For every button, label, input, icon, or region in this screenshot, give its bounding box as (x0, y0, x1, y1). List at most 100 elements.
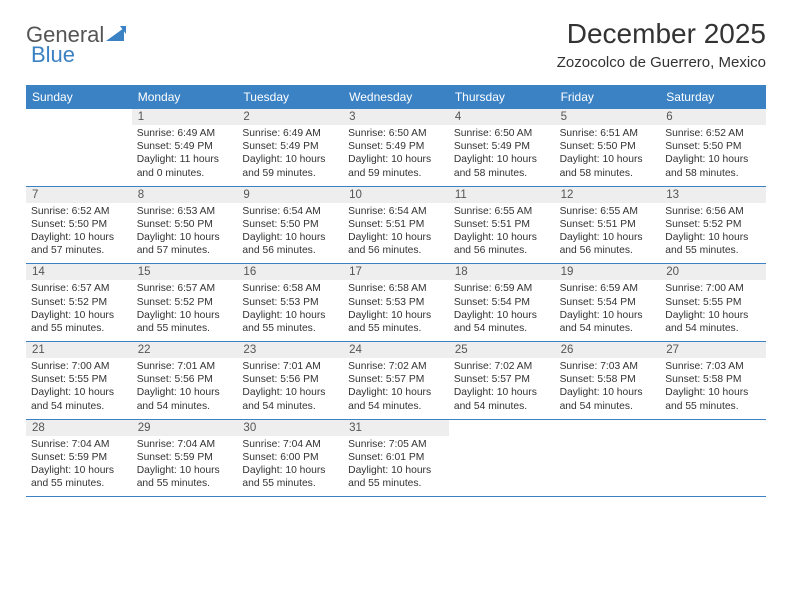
sunrise-text: Sunrise: 6:54 AM (348, 205, 444, 218)
calendar-cell: 8Sunrise: 6:53 AMSunset: 5:50 PMDaylight… (132, 187, 238, 264)
calendar-cell: 1Sunrise: 6:49 AMSunset: 5:49 PMDaylight… (132, 109, 238, 186)
daylight-text: Daylight: 10 hours and 57 minutes. (31, 231, 127, 257)
daylight-text: Daylight: 10 hours and 55 minutes. (137, 309, 233, 335)
sunset-text: Sunset: 5:54 PM (454, 296, 550, 309)
day-detail: Sunrise: 6:57 AMSunset: 5:52 PMDaylight:… (26, 280, 132, 341)
daylight-text: Daylight: 10 hours and 54 minutes. (31, 386, 127, 412)
day-number: 28 (26, 420, 132, 436)
day-number: 24 (343, 342, 449, 358)
day-detail: Sunrise: 7:00 AMSunset: 5:55 PMDaylight:… (660, 280, 766, 341)
sunset-text: Sunset: 5:49 PM (348, 140, 444, 153)
calendar-cell: 25Sunrise: 7:02 AMSunset: 5:57 PMDayligh… (449, 342, 555, 419)
day-number: 3 (343, 109, 449, 125)
sunset-text: Sunset: 5:50 PM (560, 140, 656, 153)
day-number: 17 (343, 264, 449, 280)
sunset-text: Sunset: 5:56 PM (242, 373, 338, 386)
sunset-text: Sunset: 5:59 PM (137, 451, 233, 464)
sunrise-text: Sunrise: 6:49 AM (242, 127, 338, 140)
sunrise-text: Sunrise: 6:58 AM (348, 282, 444, 295)
week-row: 28Sunrise: 7:04 AMSunset: 5:59 PMDayligh… (26, 420, 766, 498)
day-detail: Sunrise: 7:03 AMSunset: 5:58 PMDaylight:… (555, 358, 661, 419)
calendar-cell: 22Sunrise: 7:01 AMSunset: 5:56 PMDayligh… (132, 342, 238, 419)
day-label-tue: Tuesday (237, 86, 343, 109)
sunrise-text: Sunrise: 6:53 AM (137, 205, 233, 218)
calendar-cell (449, 420, 555, 497)
daylight-text: Daylight: 10 hours and 58 minutes. (665, 153, 761, 179)
day-detail: Sunrise: 6:50 AMSunset: 5:49 PMDaylight:… (343, 125, 449, 186)
sunset-text: Sunset: 5:58 PM (560, 373, 656, 386)
day-detail: Sunrise: 6:56 AMSunset: 5:52 PMDaylight:… (660, 203, 766, 264)
day-number: 14 (26, 264, 132, 280)
week-row: 14Sunrise: 6:57 AMSunset: 5:52 PMDayligh… (26, 264, 766, 342)
logo-mark-icon (106, 22, 128, 48)
calendar-cell: 19Sunrise: 6:59 AMSunset: 5:54 PMDayligh… (555, 264, 661, 341)
sunset-text: Sunset: 5:57 PM (454, 373, 550, 386)
day-detail: Sunrise: 7:01 AMSunset: 5:56 PMDaylight:… (237, 358, 343, 419)
week-row: 7Sunrise: 6:52 AMSunset: 5:50 PMDaylight… (26, 187, 766, 265)
day-number: 22 (132, 342, 238, 358)
title-block: December 2025 Zozocolco de Guerrero, Mex… (557, 18, 766, 71)
calendar-cell: 29Sunrise: 7:04 AMSunset: 5:59 PMDayligh… (132, 420, 238, 497)
day-label-wed: Wednesday (343, 86, 449, 109)
sunset-text: Sunset: 5:49 PM (454, 140, 550, 153)
sunset-text: Sunset: 5:50 PM (242, 218, 338, 231)
day-number: 29 (132, 420, 238, 436)
day-number: 31 (343, 420, 449, 436)
day-detail: Sunrise: 6:54 AMSunset: 5:50 PMDaylight:… (237, 203, 343, 264)
daylight-text: Daylight: 10 hours and 54 minutes. (454, 386, 550, 412)
day-detail: Sunrise: 6:49 AMSunset: 5:49 PMDaylight:… (132, 125, 238, 186)
calendar-cell: 26Sunrise: 7:03 AMSunset: 5:58 PMDayligh… (555, 342, 661, 419)
calendar-cell (660, 420, 766, 497)
week-row: 1Sunrise: 6:49 AMSunset: 5:49 PMDaylight… (26, 109, 766, 187)
sunset-text: Sunset: 5:53 PM (242, 296, 338, 309)
sunset-text: Sunset: 5:57 PM (348, 373, 444, 386)
day-number: 18 (449, 264, 555, 280)
day-detail (660, 436, 766, 496)
day-label-mon: Monday (132, 86, 238, 109)
day-number: 8 (132, 187, 238, 203)
daylight-text: Daylight: 10 hours and 55 minutes. (31, 464, 127, 490)
calendar-cell: 12Sunrise: 6:55 AMSunset: 5:51 PMDayligh… (555, 187, 661, 264)
day-detail: Sunrise: 6:51 AMSunset: 5:50 PMDaylight:… (555, 125, 661, 186)
week-row: 21Sunrise: 7:00 AMSunset: 5:55 PMDayligh… (26, 342, 766, 420)
calendar-cell: 27Sunrise: 7:03 AMSunset: 5:58 PMDayligh… (660, 342, 766, 419)
day-detail: Sunrise: 6:53 AMSunset: 5:50 PMDaylight:… (132, 203, 238, 264)
daylight-text: Daylight: 10 hours and 54 minutes. (348, 386, 444, 412)
logo-text-2: Blue (31, 42, 75, 68)
calendar-cell: 21Sunrise: 7:00 AMSunset: 5:55 PMDayligh… (26, 342, 132, 419)
daylight-text: Daylight: 10 hours and 55 minutes. (31, 309, 127, 335)
calendar-cell: 20Sunrise: 7:00 AMSunset: 5:55 PMDayligh… (660, 264, 766, 341)
daylight-text: Daylight: 10 hours and 56 minutes. (348, 231, 444, 257)
calendar-cell (555, 420, 661, 497)
daylight-text: Daylight: 11 hours and 0 minutes. (137, 153, 233, 179)
page-title: December 2025 (557, 18, 766, 50)
sunrise-text: Sunrise: 6:52 AM (31, 205, 127, 218)
day-label-sun: Sunday (26, 86, 132, 109)
daylight-text: Daylight: 10 hours and 54 minutes. (560, 309, 656, 335)
calendar-cell: 3Sunrise: 6:50 AMSunset: 5:49 PMDaylight… (343, 109, 449, 186)
day-number: 15 (132, 264, 238, 280)
sunrise-text: Sunrise: 7:04 AM (242, 438, 338, 451)
daylight-text: Daylight: 10 hours and 56 minutes. (242, 231, 338, 257)
sunset-text: Sunset: 5:55 PM (31, 373, 127, 386)
day-detail: Sunrise: 6:49 AMSunset: 5:49 PMDaylight:… (237, 125, 343, 186)
day-number (660, 420, 766, 436)
day-detail: Sunrise: 6:59 AMSunset: 5:54 PMDaylight:… (555, 280, 661, 341)
day-detail (449, 436, 555, 496)
day-detail: Sunrise: 6:58 AMSunset: 5:53 PMDaylight:… (343, 280, 449, 341)
page-subtitle: Zozocolco de Guerrero, Mexico (557, 54, 766, 71)
day-detail: Sunrise: 7:01 AMSunset: 5:56 PMDaylight:… (132, 358, 238, 419)
sunset-text: Sunset: 5:59 PM (31, 451, 127, 464)
day-number: 10 (343, 187, 449, 203)
daylight-text: Daylight: 10 hours and 55 minutes. (348, 309, 444, 335)
day-detail: Sunrise: 6:55 AMSunset: 5:51 PMDaylight:… (555, 203, 661, 264)
sunrise-text: Sunrise: 6:58 AM (242, 282, 338, 295)
sunrise-text: Sunrise: 6:57 AM (137, 282, 233, 295)
sunrise-text: Sunrise: 7:04 AM (137, 438, 233, 451)
calendar-cell: 14Sunrise: 6:57 AMSunset: 5:52 PMDayligh… (26, 264, 132, 341)
sunset-text: Sunset: 5:51 PM (560, 218, 656, 231)
sunrise-text: Sunrise: 7:03 AM (665, 360, 761, 373)
sunset-text: Sunset: 6:00 PM (242, 451, 338, 464)
sunrise-text: Sunrise: 6:59 AM (560, 282, 656, 295)
daylight-text: Daylight: 10 hours and 59 minutes. (348, 153, 444, 179)
